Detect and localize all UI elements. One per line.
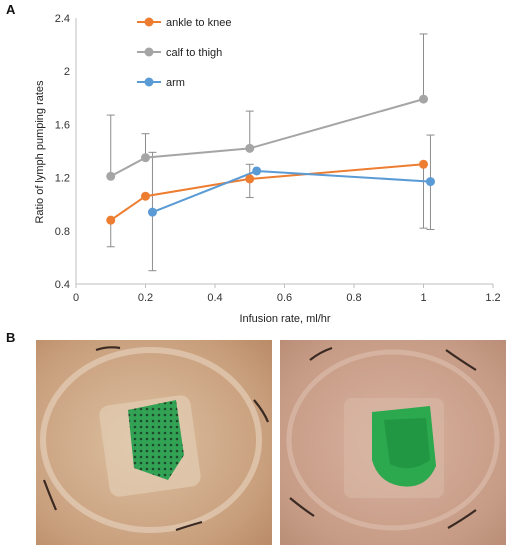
series-line-ankle-to-knee — [110, 163, 424, 221]
data-point-ankle-to-knee — [141, 191, 150, 201]
photo-left-skin-patch — [36, 340, 272, 545]
panel-a-label: A — [6, 2, 16, 17]
x-axis-label: Infusion rate, ml/hr — [239, 313, 330, 325]
error-bars — [106, 33, 435, 272]
legend-label-arm: arm — [166, 77, 185, 89]
legend-swatch-marker-ankle-to-knee — [144, 17, 154, 27]
series-lines — [110, 98, 431, 221]
data-point-calf-to-thigh — [141, 153, 150, 163]
y-tick-label: 1.2 — [55, 173, 70, 185]
x-tick-label: 0 — [73, 292, 79, 304]
series-line-arm — [152, 169, 431, 214]
data-point-calf-to-thigh — [106, 171, 116, 181]
panel-b-label: B — [6, 330, 16, 345]
data-point-arm — [425, 177, 435, 187]
y-tick-label: 2 — [64, 66, 70, 78]
legend: ankle to knee calf to thigh arm — [137, 17, 231, 89]
photo-right-skin-patch — [280, 340, 506, 545]
y-tick-label: 1.6 — [55, 119, 70, 131]
legend-swatch-marker-calf-to-thigh — [144, 47, 154, 57]
y-tick-label: 2.4 — [55, 13, 70, 25]
data-point-arm — [147, 207, 157, 217]
data-point-ankle-to-knee — [106, 215, 116, 225]
x-tick-label: 0.4 — [207, 292, 222, 304]
legend-label-ankle-to-knee: ankle to knee — [166, 17, 231, 29]
x-tick-label: 1.2 — [485, 292, 500, 304]
y-axis-label: Ratio of lymph pumping rates — [34, 80, 46, 224]
data-point-ankle-to-knee — [245, 174, 255, 184]
data-point-calf-to-thigh — [245, 143, 255, 153]
axes: 0.4 0.8 1.2 1.6 2 2.4 0 0.2 0.4 0.6 0.8 1 1.2 — [55, 13, 501, 304]
y-tick-label: 0.8 — [55, 226, 70, 238]
x-tick-label: 1 — [420, 292, 426, 304]
series-line-calf-to-thigh — [110, 98, 424, 178]
data-point-ankle-to-knee — [419, 159, 428, 169]
legend-swatch-marker-arm — [144, 77, 154, 87]
data-point-arm — [252, 166, 262, 176]
x-tick-label: 0.2 — [138, 292, 153, 304]
x-tick-label: 0.6 — [277, 292, 292, 304]
x-tick-label: 0.8 — [346, 292, 361, 304]
legend-label-calf-to-thigh: calf to thigh — [166, 47, 222, 59]
data-point-calf-to-thigh — [419, 94, 428, 104]
y-tick-label: 0.4 — [55, 279, 70, 291]
series-points — [106, 94, 435, 225]
line-chart: 0.4 0.8 1.2 1.6 2 2.4 0 0.2 0.4 0.6 0.8 1 1.2 ankle … — [34, 13, 501, 325]
